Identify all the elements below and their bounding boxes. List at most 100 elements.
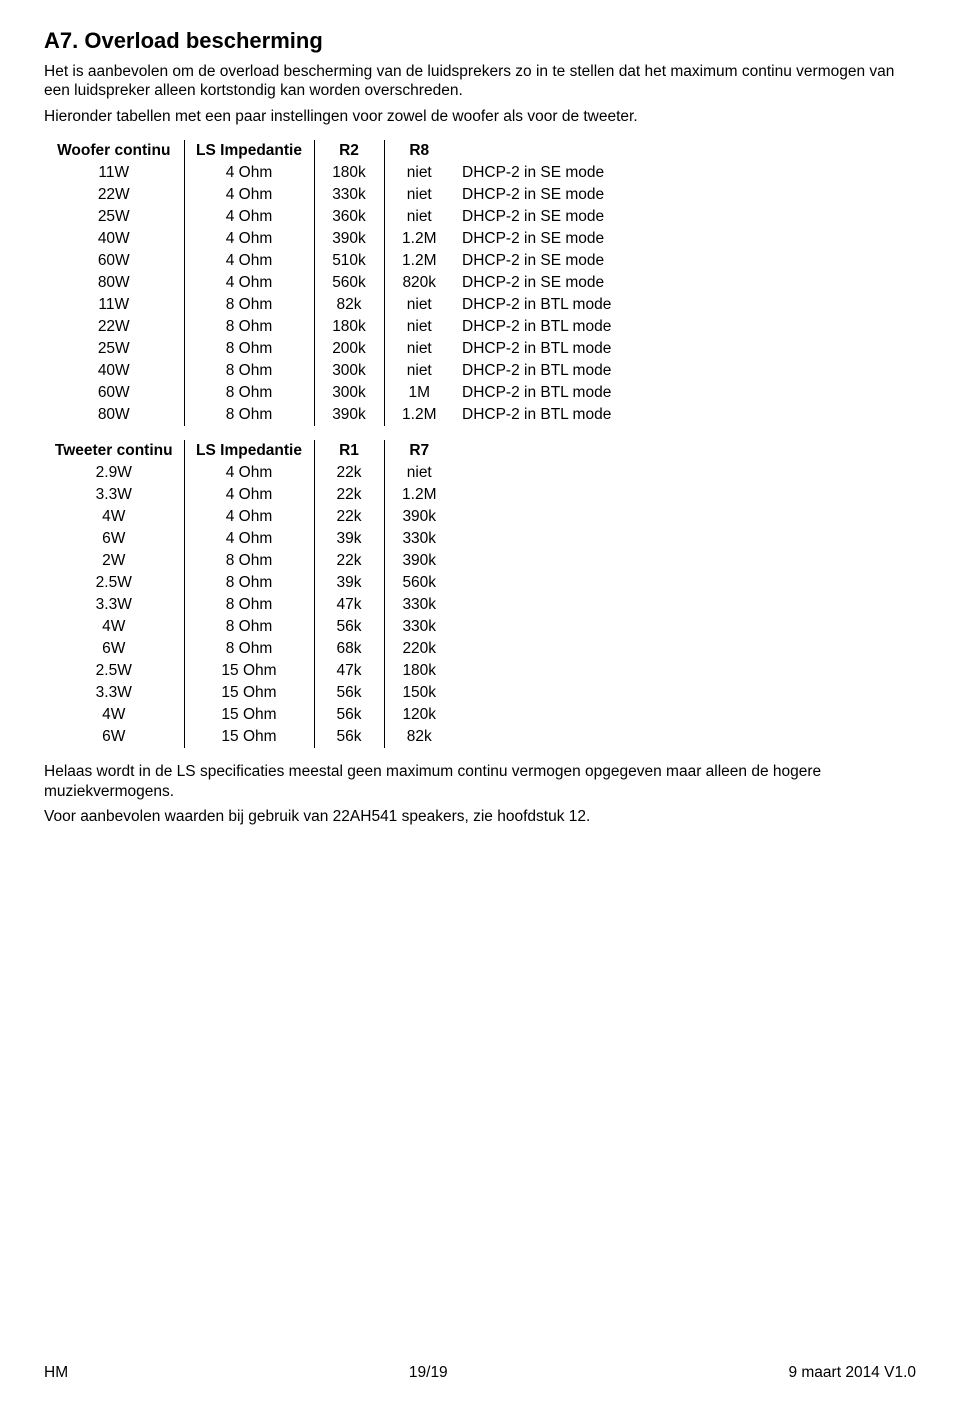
table-cell: 1.2M [384,228,454,250]
table-row: 3.3W15 Ohm56k150k [44,682,454,704]
woofer-table-body: 11W4 Ohm180knietDHCP-2 in SE mode22W4 Oh… [44,162,634,426]
table-cell: 82k [384,726,454,748]
table-cell: 4 Ohm [184,162,314,184]
table-row: 11W4 Ohm180knietDHCP-2 in SE mode [44,162,634,184]
table-cell: niet [384,360,454,382]
table-cell: 22k [314,462,384,484]
table-cell: 220k [384,638,454,660]
table-cell: 330k [384,528,454,550]
table-cell: 360k [314,206,384,228]
table-row: 60W8 Ohm300k1MDHCP-2 in BTL mode [44,382,634,404]
table-cell: 150k [384,682,454,704]
table-row: 40W8 Ohm300knietDHCP-2 in BTL mode [44,360,634,382]
table-header-row: Tweeter continu LS Impedantie R1 R7 [44,440,454,462]
table-cell: 80W [44,272,184,294]
table-cell: 4 Ohm [184,528,314,550]
table-cell: 1.2M [384,250,454,272]
intro-paragraph-2: Hieronder tabellen met een paar instelli… [44,107,916,126]
table-row: 25W8 Ohm200knietDHCP-2 in BTL mode [44,338,634,360]
table-cell: 1M [384,382,454,404]
table-cell: 82k [314,294,384,316]
footer-center: 19/19 [409,1364,448,1382]
table-row: 3.3W4 Ohm22k1.2M [44,484,454,506]
table-cell: DHCP-2 in SE mode [454,206,634,228]
table-cell: 8 Ohm [184,316,314,338]
table-cell: 2.5W [44,572,184,594]
table-row: 2W8 Ohm22k390k [44,550,454,572]
table-row: 80W4 Ohm560k820kDHCP-2 in SE mode [44,272,634,294]
table-cell: 560k [314,272,384,294]
table-cell: 56k [314,726,384,748]
table-row: 25W4 Ohm360knietDHCP-2 in SE mode [44,206,634,228]
table-cell: 47k [314,660,384,682]
table-cell: 1.2M [384,404,454,426]
woofer-header-impedantie: LS Impedantie [184,140,314,162]
table-cell: niet [384,462,454,484]
table-cell: DHCP-2 in SE mode [454,272,634,294]
table-cell: 180k [314,162,384,184]
table-cell: 8 Ohm [184,638,314,660]
table-cell: 15 Ohm [184,726,314,748]
table-cell: 8 Ohm [184,594,314,616]
table-cell: DHCP-2 in SE mode [454,228,634,250]
table-cell: 56k [314,704,384,726]
tweeter-table-body: 2.9W4 Ohm22kniet3.3W4 Ohm22k1.2M4W4 Ohm2… [44,462,454,748]
section-title: A7. Overload bescherming [44,28,916,54]
table-cell: 60W [44,250,184,272]
tweeter-header-continu: Tweeter continu [44,440,184,462]
table-cell: 11W [44,294,184,316]
woofer-table: Woofer continu LS Impedantie R2 R8 11W4 … [44,140,634,426]
table-row: 22W4 Ohm330knietDHCP-2 in SE mode [44,184,634,206]
intro-paragraph-1: Het is aanbevolen om de overload bescher… [44,62,916,101]
table-row: 80W8 Ohm390k1.2MDHCP-2 in BTL mode [44,404,634,426]
table-cell: 180k [384,660,454,682]
table-row: 4W8 Ohm56k330k [44,616,454,638]
table-cell: 15 Ohm [184,704,314,726]
table-cell: 820k [384,272,454,294]
table-cell: 200k [314,338,384,360]
table-cell: DHCP-2 in BTL mode [454,382,634,404]
table-cell: 8 Ohm [184,572,314,594]
table-cell: 3.3W [44,484,184,506]
table-cell: 68k [314,638,384,660]
table-cell: 4 Ohm [184,484,314,506]
table-cell: 8 Ohm [184,382,314,404]
footer-right: 9 maart 2014 V1.0 [788,1364,916,1382]
table-cell: DHCP-2 in SE mode [454,162,634,184]
closing-paragraph-1: Helaas wordt in de LS specificaties mees… [44,762,916,801]
table-cell: 4 Ohm [184,206,314,228]
table-cell: niet [384,162,454,184]
table-cell: 300k [314,360,384,382]
table-cell: niet [384,184,454,206]
table-cell: 25W [44,338,184,360]
table-cell: 56k [314,616,384,638]
table-cell: 6W [44,638,184,660]
table-row: 22W8 Ohm180knietDHCP-2 in BTL mode [44,316,634,338]
table-cell: 6W [44,528,184,550]
table-cell: 40W [44,360,184,382]
closing-paragraph-2: Voor aanbevolen waarden bij gebruik van … [44,807,916,826]
tweeter-header-r1: R1 [314,440,384,462]
table-cell: DHCP-2 in BTL mode [454,338,634,360]
table-cell: DHCP-2 in SE mode [454,184,634,206]
table-cell: 8 Ohm [184,294,314,316]
table-cell: 8 Ohm [184,338,314,360]
table-cell: 330k [314,184,384,206]
table-row: 4W15 Ohm56k120k [44,704,454,726]
tweeter-header-impedantie: LS Impedantie [184,440,314,462]
table-row: 2.5W8 Ohm39k560k [44,572,454,594]
table-cell: 8 Ohm [184,550,314,572]
table-cell: 560k [384,572,454,594]
table-cell: 47k [314,594,384,616]
table-cell: 15 Ohm [184,660,314,682]
table-cell: DHCP-2 in BTL mode [454,404,634,426]
table-row: 4W4 Ohm22k390k [44,506,454,528]
table-cell: 390k [384,506,454,528]
woofer-header-r8: R8 [384,140,454,162]
table-cell: 3.3W [44,682,184,704]
table-cell: 15 Ohm [184,682,314,704]
table-cell: 22W [44,184,184,206]
table-row: 2.9W4 Ohm22kniet [44,462,454,484]
table-cell: 510k [314,250,384,272]
table-cell: 4 Ohm [184,228,314,250]
